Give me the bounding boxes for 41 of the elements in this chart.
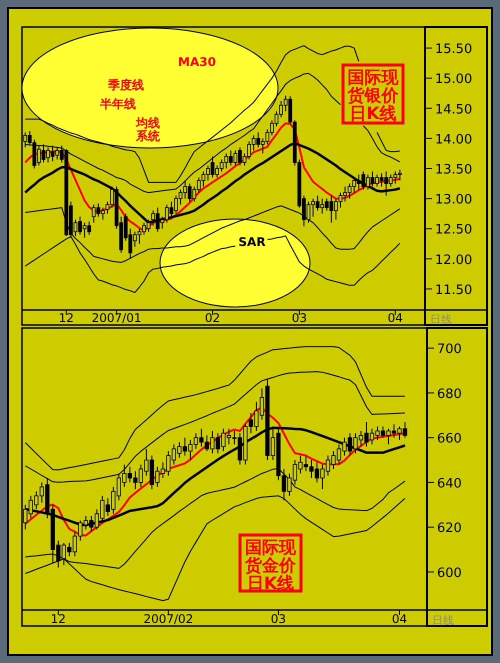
y-tick-label: 15.50 [435,42,472,58]
annotation: 季度线 [107,78,144,92]
candlestick [388,174,393,188]
x-tick-label: 02 [204,311,220,325]
annotation: 均线系统 [135,116,161,143]
y-tick-label: 15.00 [435,72,472,88]
candlestick [324,198,329,212]
y-tick-label: 12.50 [435,222,472,238]
candlestick [92,204,96,224]
candlestick [224,152,228,169]
y-tick-label: 14.50 [435,102,472,118]
x-tick-label: 03 [292,311,307,325]
y-tick-label: 700 [437,342,462,358]
annotation: 半年线 [99,97,136,111]
y-tick-label: 11.50 [435,282,472,298]
x-tick-label: 2007/02 [143,612,194,626]
text: 国际现货银价日K线 [346,68,400,124]
x-tick-label: 04 [392,612,408,626]
y-tick-label: 600 [437,566,462,581]
y-tick-label: 680 [437,386,462,402]
x-tick-label: 2007/01 [92,311,142,325]
candlestick [398,169,402,182]
x-tick-label: 12 [50,612,66,626]
candlestick [356,174,361,190]
x-axis-title: 日线 [432,614,454,627]
x-tick-label: 12 [58,311,74,325]
y-tick-label: 13.50 [435,162,472,178]
candlestick [100,207,105,220]
y-tick-label: 660 [437,432,462,447]
y-tick-label: 13.00 [435,192,472,208]
annotation: MA30 [178,55,216,69]
y-tick-label: 14.00 [435,132,472,148]
x-tick-label: 04 [388,311,403,325]
line-series [24,346,406,470]
x-axis-title: 日线 [430,313,452,326]
x-tick-label: 03 [270,612,286,626]
y-tick-label: 12.00 [435,252,472,268]
y-tick-label: 620 [437,521,462,536]
annotation: SAR [238,235,266,249]
candlestick [256,132,260,148]
y-tick-label: 640 [437,476,462,492]
